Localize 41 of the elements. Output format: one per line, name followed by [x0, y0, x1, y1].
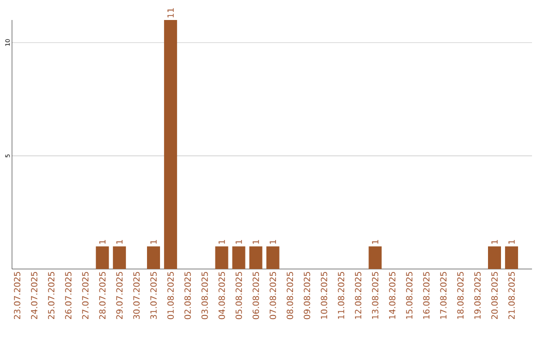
x-tick-label: 13.08.2025 [372, 272, 378, 319]
data-label: 1 [116, 240, 123, 244]
x-tick-label: 20.08.2025 [491, 272, 498, 320]
x-tick-label: 21.08.2025 [508, 272, 515, 320]
x-tick-label: 11.08.2025 [338, 272, 344, 319]
x-tick-label: 17.08.2025 [440, 272, 447, 319]
x-tick-label: 14.08.2025 [389, 272, 396, 319]
data-label: 1 [236, 240, 242, 244]
x-tick-label: 09.08.2025 [304, 272, 310, 320]
x-tick-label: 06.08.2025 [252, 272, 260, 320]
data-label: 1 [150, 240, 157, 244]
x-tick-label: 25.07.2025 [48, 272, 54, 320]
x-tick-label: 28.07.2025 [99, 272, 106, 320]
data-label: 1 [270, 240, 276, 244]
data-label: 1 [99, 240, 106, 244]
x-tick-label: 18.08.2025 [457, 272, 464, 319]
x-tick-label: 05.08.2025 [236, 272, 242, 320]
x-tick-label: 23.07.2025 [14, 272, 20, 320]
x-tick-label: 04.08.2025 [218, 272, 225, 320]
x-tick-label: 03.08.2025 [201, 272, 208, 320]
x-tick-label: 10.08.2025 [320, 272, 328, 319]
x-tick-label: 07.08.2025 [270, 272, 276, 320]
data-label: 1 [491, 240, 498, 244]
data-label: 1 [508, 240, 515, 244]
x-tick-label: 19.08.2025 [474, 272, 481, 319]
x-tick-label: 08.08.2025 [286, 272, 294, 320]
x-tick-label: 12.08.2025 [354, 272, 362, 319]
x-tick-label: 15.08.2025 [406, 272, 412, 319]
x-tick-label: 26.07.2025 [65, 272, 72, 320]
data-label: 11 [167, 8, 174, 18]
x-tick-label: 02.08.2025 [184, 272, 191, 320]
x-tick-label: 29.07.2025 [116, 272, 123, 320]
x-tick-label: 27.07.2025 [82, 272, 89, 320]
x-tick-label: 16.08.2025 [423, 272, 430, 319]
data-label: 1 [218, 240, 225, 244]
data-label: 1 [252, 240, 259, 244]
x-tick-label: 01.08.2025 [167, 272, 174, 320]
x-tick-label: 30.07.2025 [133, 272, 140, 320]
x-tick-label: 31.07.2025 [150, 272, 157, 320]
data-label: 1 [372, 240, 378, 244]
x-tick-label: 24.07.2025 [30, 272, 38, 320]
